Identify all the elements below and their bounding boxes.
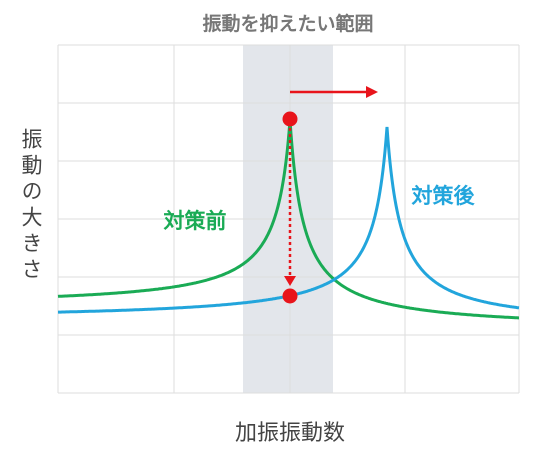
before-label: 対策前 [164,209,227,233]
after-label: 対策後 [412,184,476,208]
y-axis-label: 振動の大きさ [19,128,43,284]
shift-arrowhead [366,86,378,98]
x-axis-label: 加振振動数 [235,421,345,446]
reduced-dot [282,288,298,304]
title: 振動を抑えたい範囲 [202,12,373,35]
drop-arrowhead [284,276,296,286]
curve-before [57,119,519,320]
peak-dot [282,111,298,127]
